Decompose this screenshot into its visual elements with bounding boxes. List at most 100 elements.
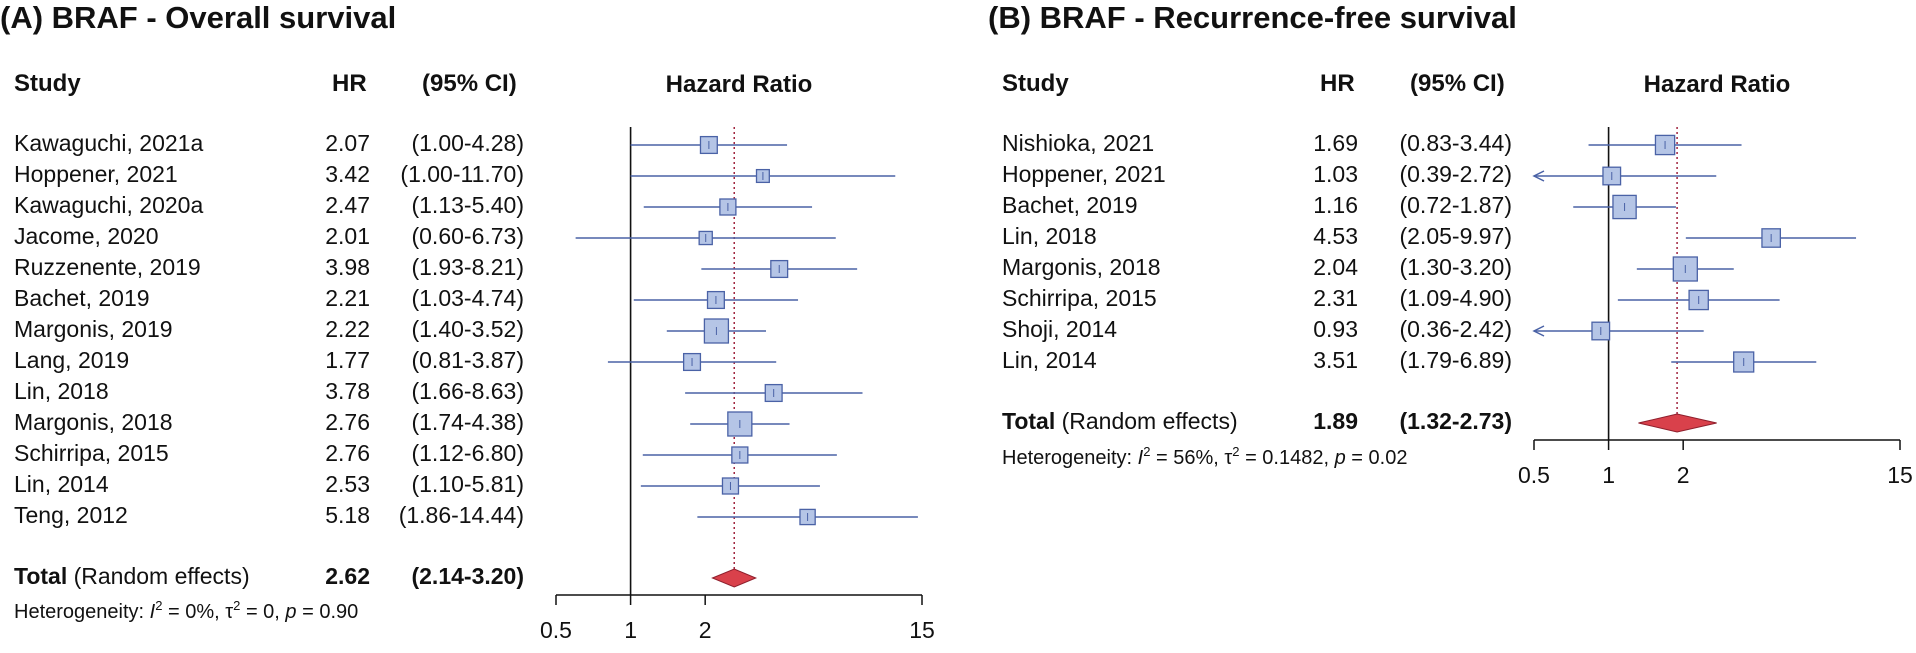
- study-label: Schirripa, 2015: [14, 440, 169, 466]
- study-estimate: [575, 230, 836, 246]
- study-estimate: [640, 477, 820, 495]
- study-ci: (0.72-1.87): [1399, 192, 1512, 218]
- total-ci: (1.32-2.73): [1399, 408, 1512, 434]
- study-estimate: [697, 508, 918, 526]
- study-label: Lin, 2018: [14, 378, 109, 404]
- study-label: Lin, 2014: [1002, 347, 1097, 373]
- study-label: Lin, 2018: [1002, 223, 1097, 249]
- heterogeneity-p-symbol: p: [1334, 447, 1346, 469]
- forest-plot: Hazard Ratio 0.5 1 2 15: [540, 71, 935, 643]
- study-hr: 4.53: [1313, 223, 1358, 249]
- study-ci: (0.83-3.44): [1399, 130, 1512, 156]
- study-hr: 2.21: [325, 285, 370, 311]
- x-tick-label: 15: [909, 617, 935, 643]
- x-tick-label: 1: [624, 617, 637, 643]
- study-hr: 1.03: [1313, 161, 1358, 187]
- study-ci: (1.00-11.70): [400, 161, 524, 187]
- study-estimate: [642, 446, 837, 464]
- study-ci: (0.39-2.72): [1399, 161, 1512, 187]
- study-estimate: [1532, 321, 1704, 341]
- study-ci: (1.79-6.89): [1399, 347, 1512, 373]
- total-label: Total (Random effects): [1002, 410, 1238, 433]
- forest-panel-overall-survival: (A) BRAF - Overall survival Study HR (95…: [0, 0, 935, 643]
- study-hr: 2.01: [325, 223, 370, 249]
- heterogeneity-p-rest: = 0.90: [296, 601, 359, 623]
- study-label: Margonis, 2018: [1002, 254, 1161, 280]
- study-hr: 2.31: [1313, 285, 1358, 311]
- ci-arrow-left: [1532, 325, 1545, 337]
- heterogeneity-i2-symbol: I: [1137, 447, 1144, 469]
- study-ci: (0.60-6.73): [411, 223, 524, 249]
- study-label: Hoppener, 2021: [1002, 161, 1166, 187]
- study-estimate: [1588, 134, 1742, 156]
- total-label-bold: Total: [14, 563, 68, 589]
- study-label: Jacome, 2020: [14, 223, 159, 249]
- heterogeneity-text: Heterogeneity: I2 = 0%, τ2 = 0, p = 0.90: [14, 598, 358, 624]
- x-tick-label: 15: [1887, 462, 1913, 488]
- heterogeneity-i2-exp: 2: [155, 598, 163, 613]
- study-ci: (1.09-4.90): [1399, 285, 1512, 311]
- heterogeneity-tau-rest: = 0,: [240, 601, 286, 623]
- header-ci: (95% CI): [422, 70, 517, 97]
- heterogeneity-tau-exp: 2: [1232, 444, 1240, 459]
- study-estimate: [666, 318, 767, 344]
- study-ci: (1.40-3.52): [411, 316, 524, 342]
- study-hr: 0.93: [1313, 316, 1358, 342]
- study-ci: (1.03-4.74): [411, 285, 524, 311]
- study-estimate: [630, 168, 896, 184]
- x-tick-label: 2: [699, 617, 712, 643]
- study-label: Margonis, 2018: [14, 409, 173, 435]
- study-hr: 2.53: [325, 471, 370, 497]
- study-hr: 2.76: [325, 409, 370, 435]
- pooled-diamond: [711, 568, 758, 588]
- study-ci: (1.66-8.63): [411, 378, 524, 404]
- x-tick-label: 1: [1602, 462, 1615, 488]
- study-estimate: [1573, 194, 1676, 220]
- study-hr: 2.22: [325, 316, 370, 342]
- study-hr: 1.69: [1313, 130, 1358, 156]
- study-label: Bachet, 2019: [1002, 192, 1138, 218]
- total-label: Total (Random effects): [14, 565, 250, 588]
- study-estimate: [1532, 166, 1717, 186]
- total-ci: (2.14-3.20): [411, 563, 524, 589]
- study-label: Kawaguchi, 2020a: [14, 192, 204, 218]
- heterogeneity-i2-rest: = 0%,: [162, 601, 226, 623]
- study-ci: (1.00-4.28): [411, 130, 524, 156]
- x-tick-label: 0.5: [1518, 462, 1550, 488]
- study-ci: (1.86-14.44): [398, 502, 524, 528]
- x-tick-label: 0.5: [540, 617, 572, 643]
- study-label: Lang, 2019: [14, 347, 130, 373]
- panel-title: (B) BRAF - Recurrence-free survival: [988, 0, 1517, 35]
- total-hr: 2.62: [325, 563, 370, 589]
- header-hr: HR: [332, 70, 367, 97]
- study-ci: (0.36-2.42): [1399, 316, 1512, 342]
- study-estimate: [630, 135, 788, 155]
- heterogeneity-p-symbol: p: [285, 601, 297, 623]
- study-estimate: [1617, 289, 1780, 311]
- study-estimate: [690, 411, 790, 437]
- study-ci: (1.30-3.20): [1399, 254, 1512, 280]
- heterogeneity-i2-symbol: I: [149, 601, 156, 623]
- study-label: Teng, 2012: [14, 502, 128, 528]
- study-ci: (2.05-9.97): [1399, 223, 1512, 249]
- header-ci: (95% CI): [1410, 70, 1505, 97]
- heterogeneity-prefix: Heterogeneity:: [1002, 447, 1138, 469]
- total-label-method: (Random effects): [73, 563, 250, 589]
- study-label: Margonis, 2019: [14, 316, 173, 342]
- study-hr: 3.78: [325, 378, 370, 404]
- header-study: Study: [1002, 70, 1069, 97]
- study-estimate: [1671, 351, 1817, 373]
- study-hr: 3.51: [1313, 347, 1358, 373]
- study-estimate: [633, 290, 799, 310]
- study-hr: 2.76: [325, 440, 370, 466]
- pooled-diamond: [1638, 413, 1717, 433]
- study-hr: 1.16: [1313, 192, 1358, 218]
- heterogeneity-i2-exp: 2: [1143, 444, 1151, 459]
- ci-arrow-left: [1532, 170, 1545, 182]
- heterogeneity-tau-symbol: τ: [225, 601, 234, 623]
- heterogeneity-text: Heterogeneity: I2 = 56%, τ2 = 0.1482, p …: [1002, 444, 1407, 470]
- study-label: Hoppener, 2021: [14, 161, 178, 187]
- study-hr: 2.07: [325, 130, 370, 156]
- total-label-bold: Total: [1002, 408, 1056, 434]
- study-hr: 2.04: [1313, 254, 1358, 280]
